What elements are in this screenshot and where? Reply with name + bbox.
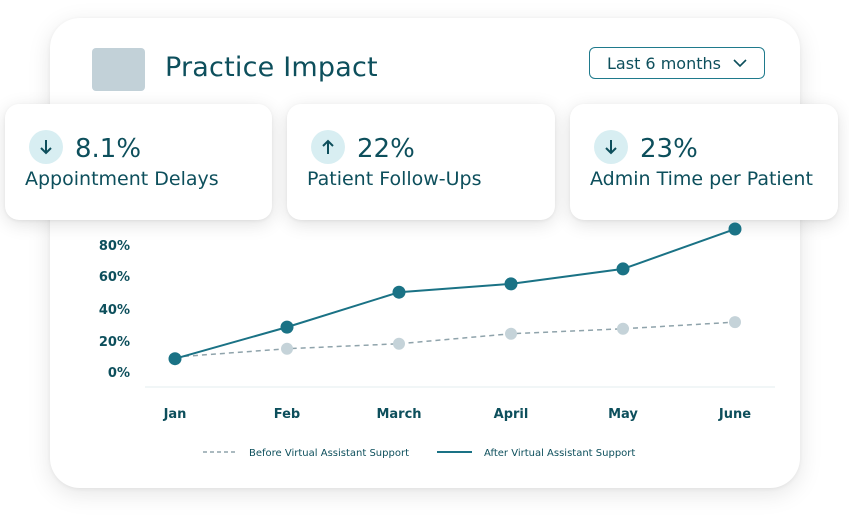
data-point-after [168, 352, 182, 366]
y-tick-label: 0% [108, 366, 130, 381]
series-line-after [174, 228, 736, 360]
x-tick-label: March [376, 407, 421, 422]
x-tick-label: April [494, 407, 529, 422]
period-label: Last 6 months [607, 53, 721, 73]
data-point-after [392, 285, 406, 299]
y-tick-label: 20% [99, 335, 130, 350]
y-tick-label: 40% [99, 303, 130, 318]
x-tick-label: Feb [274, 407, 300, 422]
kpi-card-admin-time: 23% Admin Time per Patient [570, 104, 838, 220]
x-tick-label: Jan [163, 407, 187, 422]
chevron-down-icon [733, 59, 747, 68]
data-point-before [505, 327, 517, 340]
data-point-before [393, 337, 405, 350]
kpi-value: 8.1% [75, 134, 142, 164]
impact-card [50, 18, 800, 488]
kpi-up-icon [311, 130, 345, 164]
x-tick-label: June [718, 407, 751, 422]
kpi-label: Admin Time per Patient [590, 168, 813, 190]
kpi-label: Patient Follow-Ups [307, 168, 482, 190]
data-point-before [281, 342, 293, 355]
legend-label-before: Before Virtual Assistant Support [249, 448, 409, 459]
data-point-before [729, 316, 741, 329]
x-tick-label: May [608, 407, 638, 422]
kpi-value: 23% [640, 134, 698, 164]
legend-label-after: After Virtual Assistant Support [484, 448, 635, 459]
period-dropdown[interactable]: Last 6 months [589, 47, 765, 79]
page-title: Practice Impact [165, 52, 378, 83]
y-tick-label: 60% [99, 270, 130, 285]
data-point-after [504, 277, 518, 291]
kpi-value: 22% [357, 134, 415, 164]
kpi-card-appointment-delays: 8.1% Appointment Delays [5, 104, 272, 220]
kpi-card-patient-follow-ups: 22% Patient Follow-Ups [287, 104, 555, 220]
data-point-after [616, 262, 630, 276]
logo-placeholder [92, 48, 145, 91]
kpi-down-icon [29, 130, 63, 164]
data-point-after [728, 222, 742, 236]
data-point-before [617, 322, 629, 335]
kpi-label: Appointment Delays [25, 168, 219, 190]
y-tick-label: 80% [99, 239, 130, 254]
kpi-down-icon [594, 130, 628, 164]
data-point-after [280, 320, 294, 334]
series-line-before [174, 321, 736, 358]
